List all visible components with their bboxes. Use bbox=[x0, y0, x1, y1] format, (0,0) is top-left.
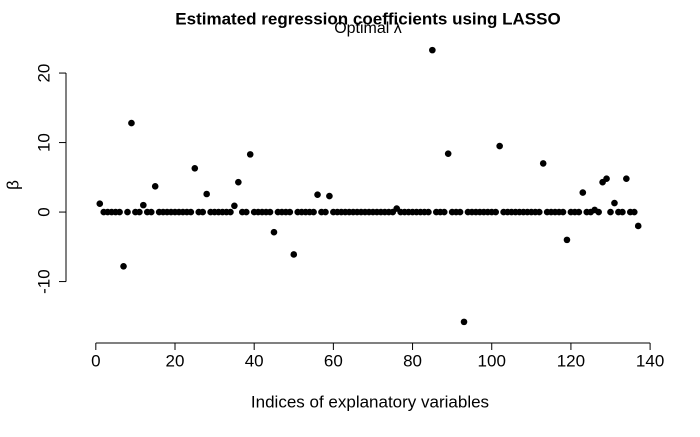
point bbox=[314, 191, 321, 198]
y-axis-label: β bbox=[3, 180, 22, 190]
x-axis-label: Indices of explanatory variables bbox=[251, 392, 489, 411]
point bbox=[425, 208, 432, 216]
x-tick-label: 80 bbox=[403, 351, 422, 370]
point bbox=[136, 208, 143, 216]
point bbox=[266, 208, 274, 216]
point bbox=[124, 208, 131, 216]
point bbox=[191, 164, 199, 172]
point bbox=[429, 46, 436, 54]
x-tick-label: 120 bbox=[557, 351, 585, 370]
point bbox=[539, 160, 547, 167]
point bbox=[559, 208, 567, 216]
y-tick-label: 0 bbox=[34, 207, 53, 216]
point bbox=[440, 208, 448, 216]
x-tick-label: 20 bbox=[166, 351, 185, 370]
point bbox=[120, 262, 127, 270]
point bbox=[563, 236, 571, 244]
point bbox=[322, 208, 329, 216]
point bbox=[496, 142, 503, 150]
point bbox=[603, 175, 610, 183]
x-tick-label: 140 bbox=[636, 351, 664, 370]
x-tick-label: 40 bbox=[245, 351, 264, 370]
point bbox=[310, 208, 317, 216]
point bbox=[270, 228, 278, 236]
chart-title: Estimated regression coefficients using … bbox=[175, 9, 560, 28]
chart-subtitle: Optimal λ bbox=[334, 20, 402, 37]
point bbox=[242, 208, 250, 216]
point bbox=[147, 208, 155, 216]
point bbox=[595, 208, 602, 216]
y-tick-label: 20 bbox=[34, 64, 53, 83]
point bbox=[492, 208, 499, 216]
point bbox=[96, 200, 104, 208]
point bbox=[630, 208, 638, 216]
point bbox=[579, 189, 587, 196]
point bbox=[460, 318, 468, 326]
y-tick-label: 10 bbox=[34, 133, 53, 152]
point bbox=[199, 208, 207, 216]
point bbox=[227, 208, 234, 216]
point bbox=[326, 192, 333, 200]
x-tick-label: 0 bbox=[91, 351, 100, 370]
point bbox=[116, 208, 123, 216]
point bbox=[290, 251, 298, 258]
x-tick-label: 100 bbox=[478, 351, 506, 370]
point bbox=[246, 151, 254, 158]
point bbox=[611, 199, 618, 207]
x-tick-label: 60 bbox=[324, 351, 343, 370]
point bbox=[286, 208, 294, 216]
y-tick-label: -10 bbox=[34, 269, 53, 294]
point bbox=[151, 183, 159, 190]
point bbox=[140, 201, 147, 209]
point bbox=[128, 119, 135, 127]
point bbox=[619, 208, 626, 216]
point bbox=[187, 208, 195, 216]
point bbox=[575, 208, 583, 216]
point bbox=[231, 202, 238, 210]
point bbox=[623, 175, 630, 183]
point bbox=[203, 190, 210, 198]
point bbox=[235, 178, 242, 186]
point bbox=[607, 208, 614, 216]
point bbox=[535, 208, 543, 216]
point bbox=[456, 208, 464, 216]
point bbox=[444, 150, 452, 157]
point bbox=[634, 222, 642, 230]
